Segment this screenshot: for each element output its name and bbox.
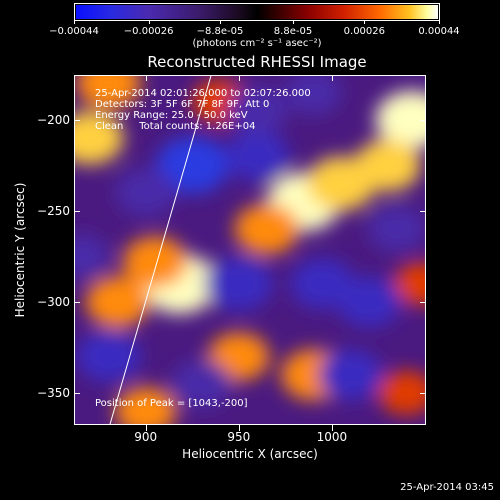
- annotation-detectors: Detectors: 3F 5F 6F 7F 8F 9F, Att 0: [95, 99, 270, 110]
- colorbar: [74, 3, 440, 21]
- negative-source: [336, 276, 402, 328]
- emission-sources: [75, 76, 425, 424]
- y-tick-right: [420, 119, 426, 121]
- y-tick-label: −250: [37, 203, 70, 218]
- x-tick-top: [145, 75, 147, 81]
- y-tick-right: [420, 301, 426, 303]
- colorbar-tick: [148, 20, 150, 24]
- reconstructed-image: [75, 76, 425, 424]
- positive-source: [378, 370, 425, 416]
- positive-source: [75, 111, 124, 165]
- colorbar-tick: [74, 20, 75, 24]
- colorbar-tick-label: 0.00044: [418, 26, 460, 37]
- x-tick-label: 900: [134, 430, 158, 444]
- y-tick-label: −200: [37, 112, 70, 127]
- y-axis-label: Heliocentric Y (arcsec): [13, 182, 27, 318]
- x-tick: [331, 425, 333, 431]
- annotation-time-range: 25-Apr-2014 02:01:26.000 to 02:07:26.000: [95, 88, 311, 99]
- positive-source: [122, 236, 188, 288]
- chart-title: Reconstructed RHESSI Image: [147, 53, 367, 71]
- positive-source: [393, 261, 425, 306]
- y-tick-label: −300: [37, 294, 70, 309]
- y-tick: [74, 393, 80, 395]
- x-tick-top: [331, 75, 333, 81]
- colorbar-units: (photons cm⁻² s⁻¹ asec⁻²): [192, 38, 322, 49]
- positive-source: [354, 139, 421, 192]
- y-tick: [74, 210, 80, 212]
- plot-timestamp: 25-Apr-2014 03:45: [400, 482, 494, 493]
- x-tick-label: 950: [227, 430, 251, 444]
- annotation-total-counts: Clean Total counts: 1.26E+04: [95, 121, 256, 132]
- positive-source: [115, 386, 177, 424]
- colorbar-tick-label: −0.00026: [123, 26, 174, 37]
- colorbar-gradient: [76, 5, 438, 19]
- colorbar-tick-label: 8.8e-05: [273, 26, 313, 37]
- positive-source: [85, 276, 151, 328]
- colorbar-tick: [439, 20, 440, 24]
- colorbar-tick: [364, 20, 366, 24]
- negative-source: [76, 331, 141, 383]
- x-tick-top: [238, 75, 240, 81]
- negative-source: [368, 206, 425, 253]
- positive-source: [375, 91, 425, 149]
- negative-source: [318, 349, 383, 401]
- positive-source: [76, 76, 141, 109]
- negative-source: [75, 234, 109, 279]
- colorbar-tick-label: −8.8e-05: [196, 26, 244, 37]
- y-tick: [74, 301, 80, 303]
- negative-source: [204, 256, 274, 311]
- x-tick: [145, 425, 147, 431]
- negative-source: [225, 130, 290, 182]
- negative-source: [285, 76, 342, 115]
- negative-source: [171, 359, 232, 408]
- y-tick-right: [420, 393, 426, 395]
- plot-area: 25-Apr-2014 02:01:26.000 to 02:07:26.000…: [74, 75, 426, 425]
- annotation-energy-range: Energy Range: 25.0 - 50.0 keV: [95, 110, 248, 121]
- negative-source: [227, 86, 288, 135]
- colorbar-tick: [220, 20, 221, 24]
- annotation-peak-position: Position of Peak = [1043,-200]: [95, 398, 248, 409]
- y-tick-right: [420, 210, 426, 212]
- x-tick: [238, 425, 240, 431]
- x-tick-label: 1000: [316, 430, 348, 444]
- y-tick: [74, 119, 80, 121]
- positive-source: [234, 203, 300, 255]
- negative-source: [115, 168, 176, 217]
- solar-limb-line: [109, 76, 212, 424]
- colorbar-tick-label: 0.00026: [343, 26, 386, 37]
- negative-source: [155, 136, 229, 195]
- y-tick-label: −350: [37, 386, 70, 401]
- x-axis-label: Heliocentric X (arcsec): [182, 447, 318, 461]
- colorbar-tick-label: −0.00044: [49, 26, 99, 37]
- colorbar-tick: [293, 20, 294, 24]
